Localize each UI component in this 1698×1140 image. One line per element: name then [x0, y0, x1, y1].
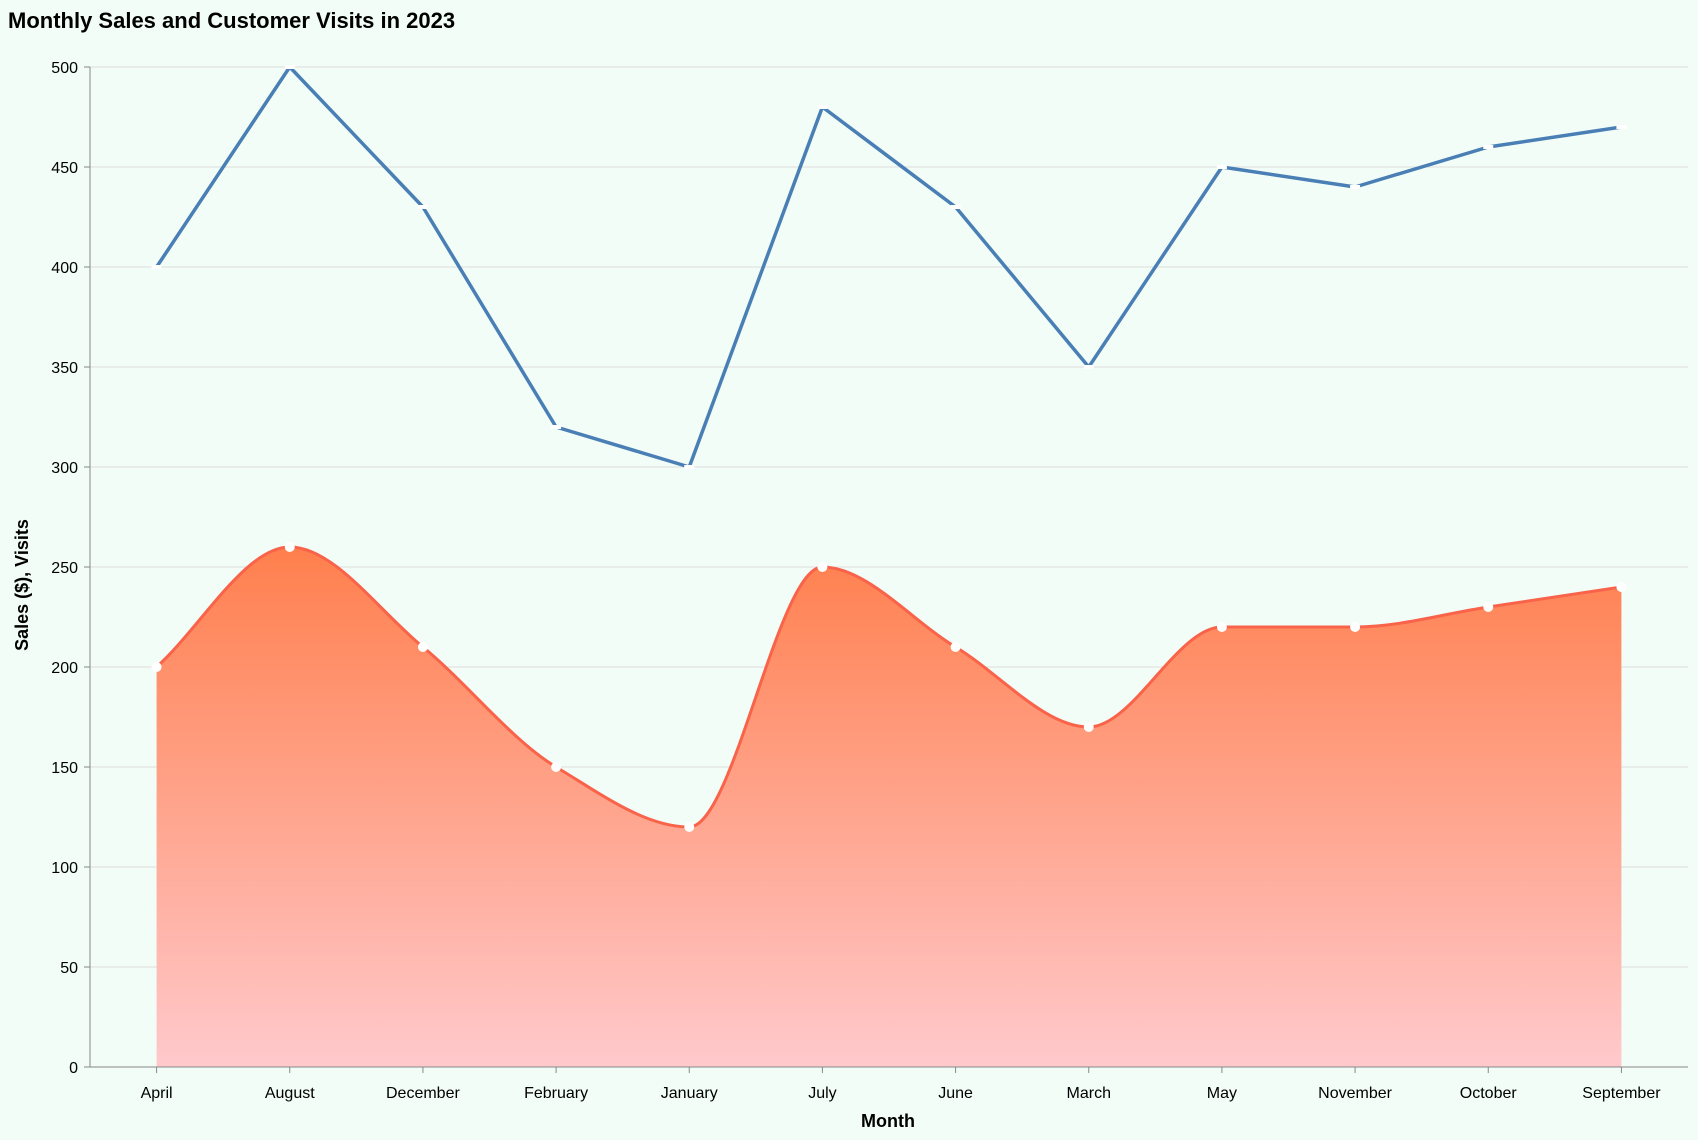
x-tick-label: April — [141, 1085, 173, 1102]
x-axis-title: Month — [861, 1111, 915, 1131]
x-tick-label: October — [1460, 1085, 1518, 1102]
y-tick-label: 150 — [51, 760, 78, 777]
x-tick-label: November — [1318, 1085, 1392, 1102]
sales-area-layer — [151, 542, 1627, 1067]
y-tick-label: 400 — [51, 260, 78, 277]
x-tick-label: August — [265, 1085, 315, 1102]
x-tick-label: June — [938, 1085, 973, 1102]
sales-point — [1483, 602, 1494, 612]
x-tick-label: May — [1207, 1085, 1237, 1102]
y-tick-label: 0 — [69, 1060, 78, 1077]
y-tick-label: 450 — [51, 160, 78, 177]
y-tick-label: 300 — [51, 460, 78, 477]
axes: 0 50 100 150 200 250 300 350 400 450 500 April Augus… — [51, 60, 1688, 1102]
x-tick-label: February — [524, 1085, 588, 1102]
chart-title: Monthly Sales and Customer Visits in 202… — [8, 8, 455, 33]
sales-point — [950, 642, 961, 652]
sales-point — [1350, 622, 1361, 632]
y-tick-label: 50 — [60, 960, 78, 977]
x-tick-label: March — [1067, 1085, 1111, 1102]
y-tick-label: 100 — [51, 860, 78, 877]
y-tick-label: 500 — [51, 60, 78, 77]
y-tick-label: 350 — [51, 360, 78, 377]
x-tick-label: December — [386, 1085, 460, 1102]
sales-point — [1216, 622, 1227, 632]
sales-point — [284, 542, 295, 552]
sales-point — [1616, 582, 1627, 592]
x-tick-label: September — [1582, 1085, 1661, 1102]
y-tick-label: 250 — [51, 560, 78, 577]
visits-line-layer — [151, 65, 1627, 469]
sales-point — [684, 822, 695, 832]
x-tick-label: January — [661, 1085, 718, 1102]
visits-line — [155, 65, 1622, 469]
sales-point — [417, 642, 428, 652]
sales-point — [551, 762, 562, 772]
y-tick-label: 200 — [51, 660, 78, 677]
sales-point — [151, 662, 162, 672]
y-axis-title: Sales ($), Visits — [12, 519, 32, 651]
sales-point — [1083, 722, 1094, 732]
x-tick-label: July — [808, 1085, 836, 1102]
sales-point — [817, 562, 828, 572]
sales-area-fill — [156, 547, 1622, 1067]
